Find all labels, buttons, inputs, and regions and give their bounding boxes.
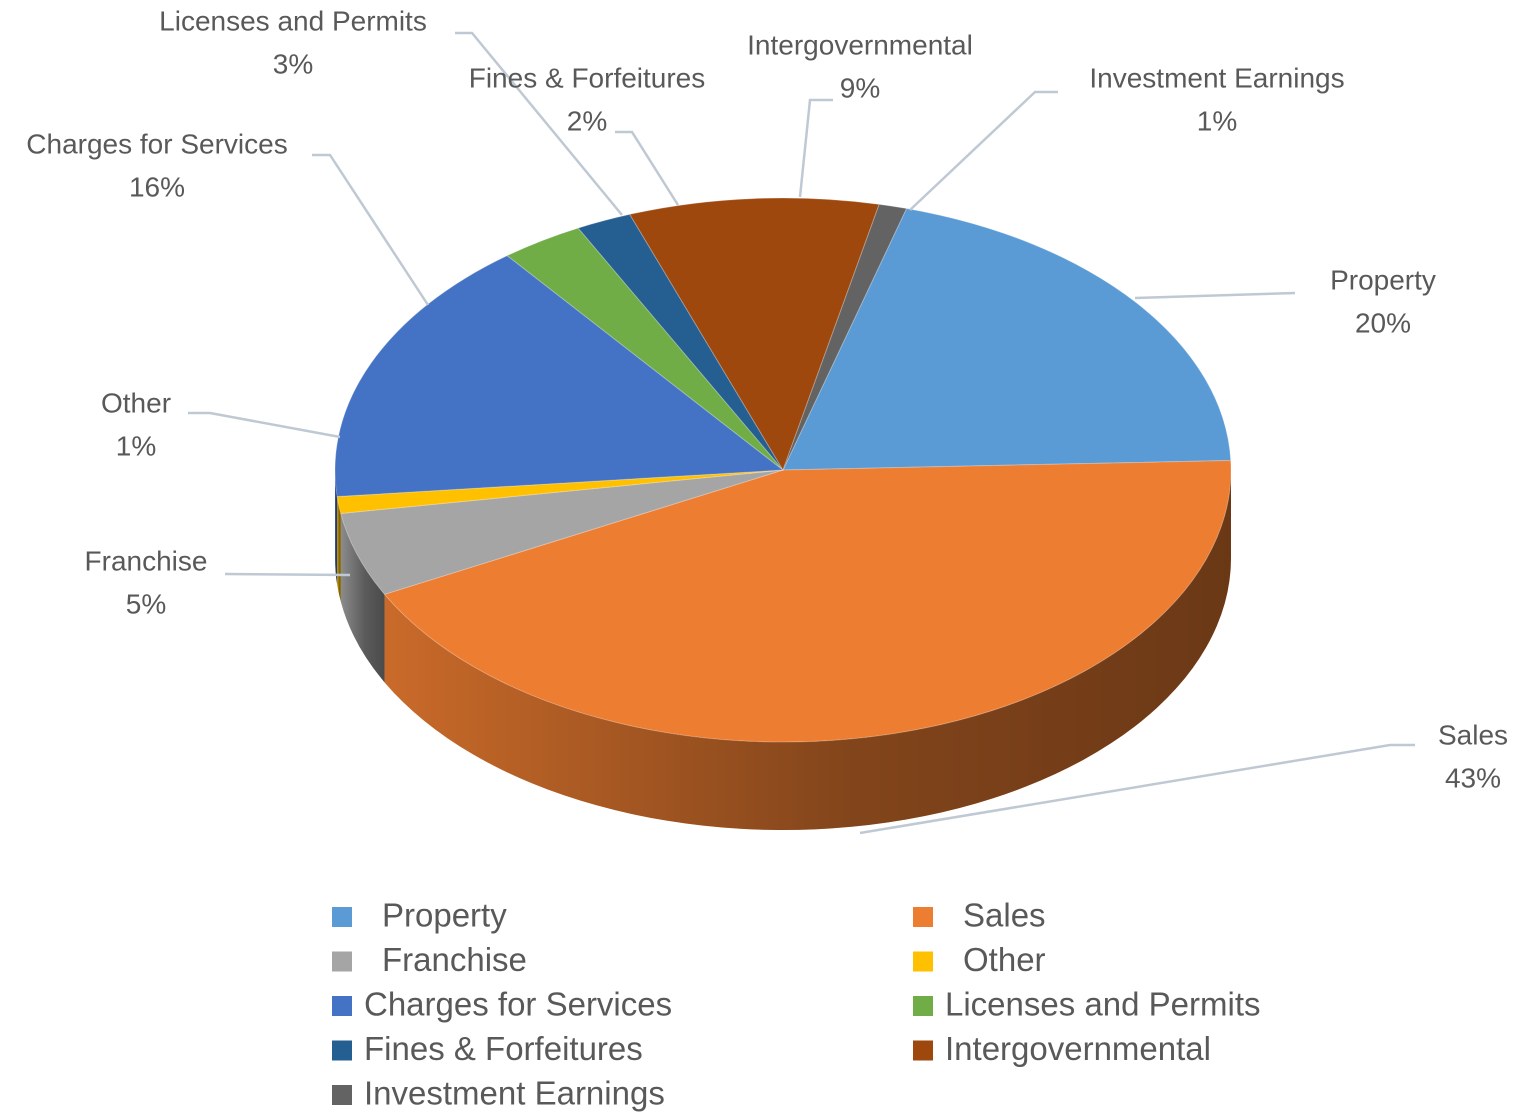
data-label-value: 5% <box>126 588 166 619</box>
leader-line <box>455 31 623 216</box>
legend-label: Charges for Services <box>364 986 672 1023</box>
slice <box>334 255 785 498</box>
legend: Property Sales Franchise Other Charges for S… <box>332 897 1260 1112</box>
data-label-name: Licenses and Permits <box>159 5 427 36</box>
leader-line <box>615 130 680 206</box>
leader-line <box>188 411 341 439</box>
legend-label: Sales <box>963 897 1046 934</box>
slice <box>577 213 784 471</box>
legend-swatch <box>332 1040 352 1061</box>
slice-side-shade <box>384 470 1231 830</box>
leader-lines <box>188 31 1415 835</box>
legend-label: Other <box>963 941 1046 978</box>
slice <box>782 203 908 471</box>
leader-line <box>859 743 1415 835</box>
legend-label: Licenses and Permits <box>945 986 1260 1023</box>
leader-line <box>798 98 833 198</box>
leader-line <box>1134 291 1296 300</box>
legend-label: Franchise <box>382 941 527 978</box>
slice-side-shade <box>335 470 338 585</box>
legend-label: Fines & Forfeitures <box>364 1030 643 1067</box>
data-labels: Property 20% Sales 43% Franchise 5% Other 1% Cha… <box>26 5 1508 793</box>
legend-label: Intergovernmental <box>945 1030 1211 1067</box>
legend-swatch <box>913 996 933 1016</box>
slice <box>628 197 880 472</box>
data-label-value: 20% <box>1355 307 1411 338</box>
data-label-name: Property <box>1330 264 1436 295</box>
data-label-name: Other <box>101 387 171 418</box>
slice <box>336 469 784 515</box>
data-label-name: Franchise <box>85 545 208 576</box>
data-label-name: Investment Earnings <box>1089 62 1344 93</box>
legend-swatch <box>332 996 352 1016</box>
data-label-name: Sales <box>1438 719 1508 750</box>
legend-label: Property <box>382 897 507 934</box>
data-label-name: Fines & Forfeitures <box>469 62 706 93</box>
data-label-value: 1% <box>1197 105 1237 136</box>
leader-line <box>224 572 351 577</box>
data-label-name: Charges for Services <box>26 128 287 159</box>
legend-swatch <box>332 951 352 972</box>
slice <box>506 227 784 471</box>
slice <box>383 459 1232 743</box>
legend-label: Investment Earnings <box>364 1075 665 1112</box>
data-label-value: 2% <box>567 105 607 136</box>
data-label-value: 3% <box>273 48 313 79</box>
slice-side-shade <box>340 513 385 683</box>
data-label-value: 9% <box>840 72 880 103</box>
data-label-name: Intergovernmental <box>747 29 973 60</box>
legend-swatch <box>913 951 933 972</box>
legend-swatch <box>913 907 933 927</box>
pie-sides <box>335 470 1231 830</box>
slice <box>782 207 1232 471</box>
leader-line <box>909 90 1058 211</box>
data-label-value: 1% <box>116 430 156 461</box>
pie-tops <box>334 197 1232 743</box>
legend-swatch <box>332 1085 352 1105</box>
legend-swatch <box>332 907 352 927</box>
data-label-value: 43% <box>1445 762 1501 793</box>
leader-line <box>312 153 430 306</box>
slice <box>340 469 784 595</box>
data-label-value: 16% <box>129 171 185 202</box>
legend-swatch <box>913 1040 933 1061</box>
